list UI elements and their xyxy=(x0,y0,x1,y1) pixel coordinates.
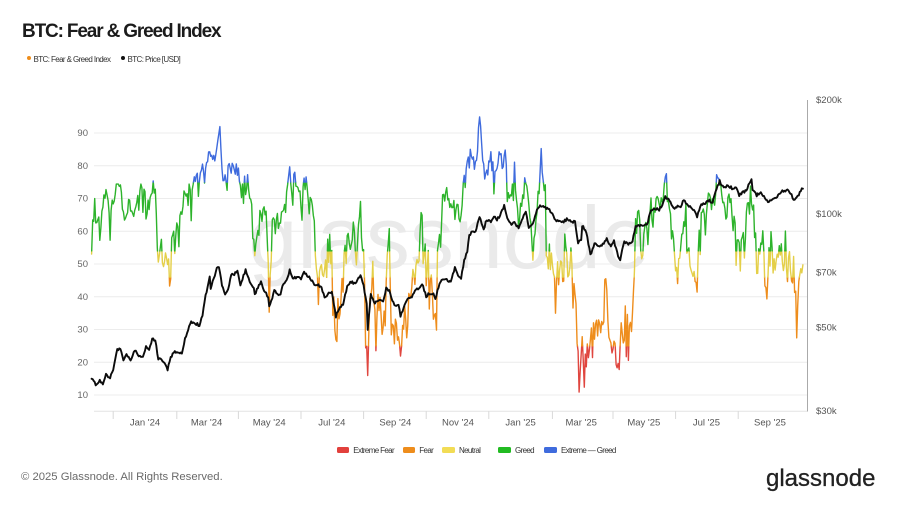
svg-text:20: 20 xyxy=(77,357,88,368)
svg-text:90: 90 xyxy=(77,128,88,139)
svg-text:30: 30 xyxy=(77,325,88,336)
svg-text:$30k: $30k xyxy=(816,406,837,417)
svg-text:60: 60 xyxy=(77,226,88,237)
svg-text:May '25: May '25 xyxy=(627,418,660,429)
svg-text:May '24: May '24 xyxy=(253,418,286,429)
svg-text:Jul '25: Jul '25 xyxy=(693,418,720,429)
svg-text:$50k: $50k xyxy=(816,322,837,333)
svg-text:Mar '25: Mar '25 xyxy=(566,418,597,429)
svg-text:50: 50 xyxy=(77,259,88,270)
svg-text:Jan '25: Jan '25 xyxy=(505,418,535,429)
svg-text:$100k: $100k xyxy=(816,209,842,220)
svg-text:$200k: $200k xyxy=(816,95,842,106)
svg-text:Jan '24: Jan '24 xyxy=(130,418,160,429)
svg-text:Sep '24: Sep '24 xyxy=(379,418,411,429)
svg-text:10: 10 xyxy=(77,390,88,401)
svg-text:Nov '24: Nov '24 xyxy=(442,418,474,429)
svg-text:Jul '24: Jul '24 xyxy=(318,418,345,429)
svg-text:$70k: $70k xyxy=(816,267,837,278)
svg-text:Mar '24: Mar '24 xyxy=(191,418,222,429)
svg-text:70: 70 xyxy=(77,194,88,205)
svg-text:40: 40 xyxy=(77,292,88,303)
svg-text:Sep '25: Sep '25 xyxy=(754,418,786,429)
svg-text:80: 80 xyxy=(77,161,88,172)
